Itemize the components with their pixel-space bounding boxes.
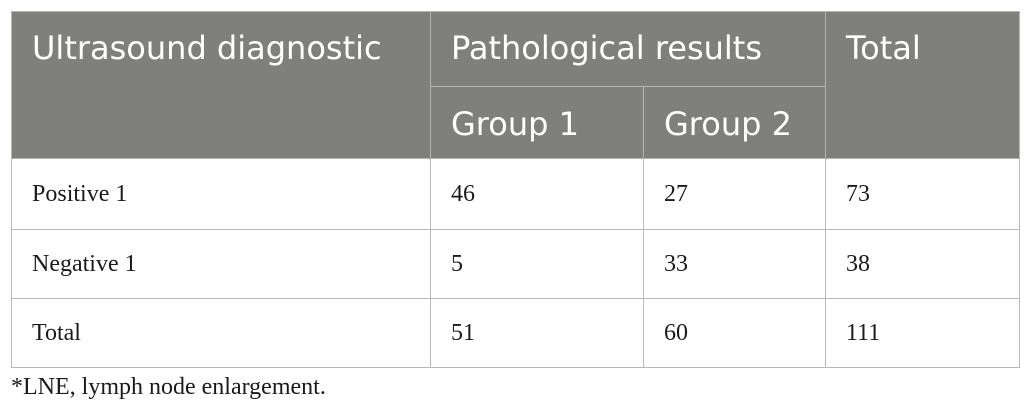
cell-group-1: 46	[430, 158, 644, 230]
cell-group-2: 27	[642, 158, 827, 230]
subheader-row: Group 1 Group 2	[12, 86, 1020, 159]
table-row: Negative 1 5 33 38	[11, 229, 1021, 299]
cell-group-2: 33	[642, 229, 827, 299]
table-row: Total 51 60 111	[11, 298, 1021, 368]
cell-group-1: 5	[430, 229, 644, 299]
table-row: Positive 1 46 27 73	[11, 158, 1021, 230]
table-footnote: *LNE, lymph node enlargement.	[11, 374, 326, 400]
data-table-container: Ultrasound diagnostic Pathological resul…	[11, 11, 1021, 368]
header-row: Ultrasound diagnostic Pathological resul…	[11, 11, 1021, 159]
header-group-2: Group 2	[642, 86, 827, 159]
row-label: Negative 1	[11, 229, 431, 299]
header-total: Total	[825, 11, 1021, 159]
cell-group-1: 51	[430, 298, 644, 368]
cell-total: 73	[825, 158, 1021, 230]
row-label: Total	[11, 298, 431, 368]
results-table: Ultrasound diagnostic Pathological resul…	[11, 11, 1021, 368]
header-pathological-results: Pathological results	[429, 11, 827, 87]
header-group-1: Group 1	[430, 86, 644, 159]
cell-group-2: 60	[642, 298, 827, 368]
cell-total: 111	[825, 298, 1021, 368]
cell-total: 38	[825, 229, 1021, 299]
header-ultrasound-diagnostic: Ultrasound diagnostic	[11, 11, 431, 159]
row-label: Positive 1	[11, 158, 431, 230]
